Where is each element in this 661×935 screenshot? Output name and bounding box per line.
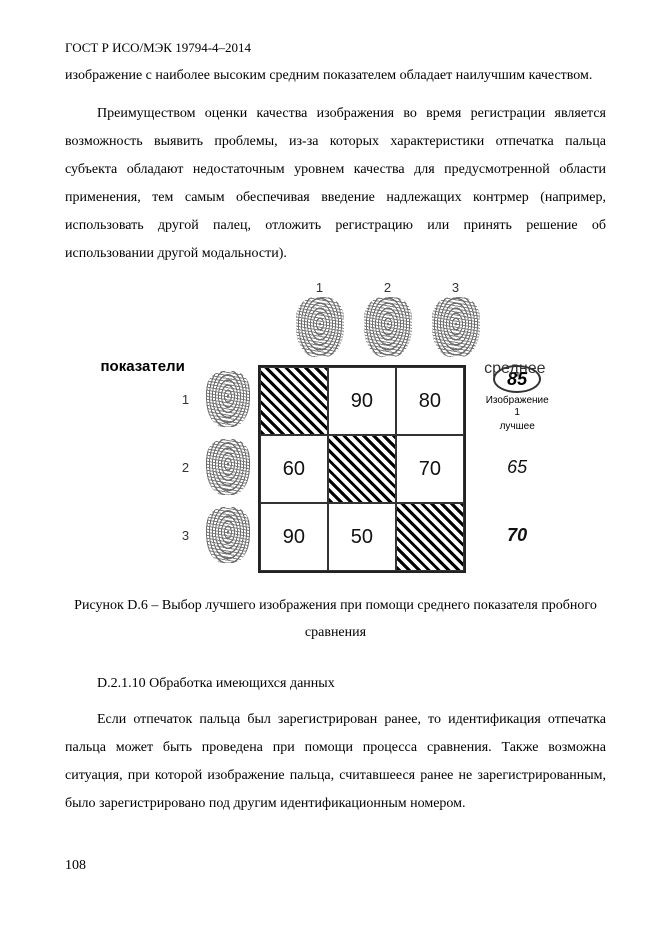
matrix-cell: 80 xyxy=(396,367,464,435)
top-fingerprints xyxy=(286,297,551,357)
score-matrix: 90 80 60 70 90 50 xyxy=(258,365,466,573)
section-heading: D.2.1.10 Обработка имеющихся данных xyxy=(65,676,606,692)
matrix-cell: 50 xyxy=(328,503,396,571)
row-num-1: 1 xyxy=(182,392,196,407)
top-col-numbers: 1 2 3 xyxy=(286,280,551,295)
matrix-cell-diag xyxy=(260,367,328,435)
avg-value-3: 70 xyxy=(507,525,527,546)
paragraph-2: Преимуществом оценки качества изображени… xyxy=(65,100,606,268)
fingerprint-icon xyxy=(364,297,412,357)
matrix-cell-diag xyxy=(396,503,464,571)
matrix-cell-diag xyxy=(328,435,396,503)
averages-column: 85 Изображение 1 лучшее 65 70 xyxy=(484,365,551,573)
paragraph-1: изображение с наиболее высоким средним п… xyxy=(65,62,606,90)
figure-caption: Рисунок D.6 – Выбор лучшего изображения … xyxy=(65,593,606,646)
fingerprint-icon xyxy=(206,371,250,427)
matrix-cell: 90 xyxy=(260,503,328,571)
fingerprint-icon xyxy=(206,507,250,563)
fingerprint-icon xyxy=(206,439,250,495)
matrix-cell: 60 xyxy=(260,435,328,503)
paragraph-3: Если отпечаток пальца был зарегистрирова… xyxy=(65,706,606,818)
row-num-2: 2 xyxy=(182,460,196,475)
fingerprint-icon xyxy=(296,297,344,357)
fingerprint-icon xyxy=(432,297,480,357)
matrix-cell: 70 xyxy=(396,435,464,503)
avg-value-2: 65 xyxy=(507,457,527,478)
avg-label: среднее xyxy=(484,360,545,378)
side-label: показатели xyxy=(101,358,185,375)
left-fingerprints: 1 2 3 xyxy=(121,365,258,573)
avg-sub-2: лучшее xyxy=(500,421,535,433)
avg-sub-1: Изображение 1 xyxy=(484,395,551,419)
row-num-3: 3 xyxy=(182,528,196,543)
col-num-2: 2 xyxy=(354,280,422,295)
matrix-cell: 90 xyxy=(328,367,396,435)
doc-header: ГОСТ Р ИСО/МЭК 19794-4–2014 xyxy=(65,40,606,56)
page-number: 108 xyxy=(65,858,606,874)
col-num-3: 3 xyxy=(422,280,490,295)
col-num-1: 1 xyxy=(286,280,354,295)
figure-d6: показатели среднее 1 2 3 1 2 xyxy=(121,280,551,573)
